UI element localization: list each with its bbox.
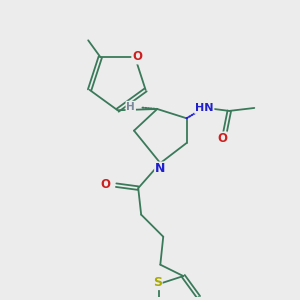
Text: HN: HN	[195, 103, 214, 113]
Text: O: O	[217, 132, 227, 146]
Text: N: N	[155, 163, 166, 176]
Text: O: O	[132, 50, 142, 64]
Text: O: O	[100, 178, 110, 191]
Text: H: H	[126, 102, 135, 112]
Text: S: S	[153, 276, 162, 289]
